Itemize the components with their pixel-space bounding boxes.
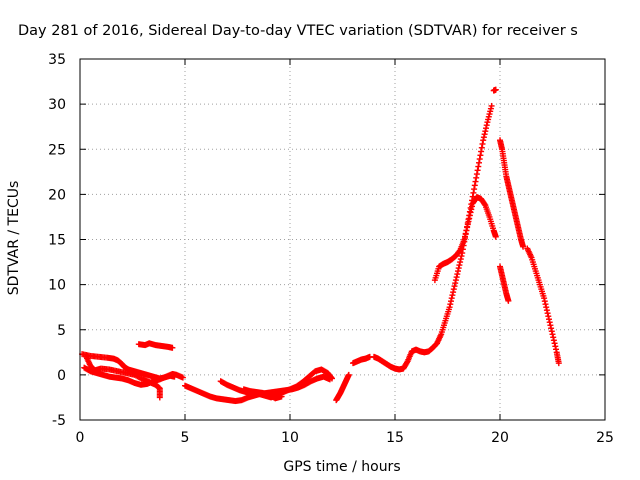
- y-tick-label: 10: [48, 278, 66, 294]
- data-point: [505, 297, 512, 304]
- x-tick-label: 10: [281, 430, 299, 446]
- x-tick-labels: 0 5 10 15 20 25: [76, 430, 614, 446]
- data-point: [179, 374, 186, 381]
- plot-frame: [79, 58, 606, 421]
- data-point: [492, 86, 499, 93]
- data-point: [555, 360, 562, 367]
- data-point: [329, 375, 335, 382]
- x-axis-label: GPS time / hours: [283, 459, 400, 475]
- y-tick-label: 15: [48, 233, 66, 249]
- data-point: [278, 393, 285, 400]
- x-tick-label: 25: [596, 430, 614, 446]
- data-point: [169, 344, 176, 351]
- x-tick-label: 0: [76, 430, 85, 446]
- grid-lines: [80, 59, 605, 420]
- y-axis-label: SDTVAR / TECUs: [6, 181, 22, 296]
- x-tick-label: 20: [491, 430, 509, 446]
- x-tick-label: 15: [386, 430, 404, 446]
- y-tick-label: 30: [48, 97, 66, 113]
- y-tick-label: 20: [48, 187, 66, 203]
- x-tick-label: 5: [181, 430, 190, 446]
- y-tick-label: -5: [52, 413, 66, 429]
- y-tick-label: 5: [57, 323, 66, 339]
- chart-title: Day 281 of 2016, Sidereal Day-to-day VTE…: [18, 23, 578, 39]
- data-point: [488, 102, 495, 109]
- axis-ticks: [79, 58, 606, 421]
- data-point: [345, 371, 352, 378]
- y-tick-labels: -5 0 5 10 15 20 25 30 35: [48, 52, 66, 429]
- y-tick-label: 0: [57, 368, 66, 384]
- data-point: [156, 394, 163, 401]
- data-point: [520, 243, 527, 250]
- data-point: [492, 233, 499, 240]
- data-points: [79, 86, 562, 405]
- y-tick-label: 35: [48, 52, 66, 68]
- y-tick-label: 25: [48, 142, 66, 158]
